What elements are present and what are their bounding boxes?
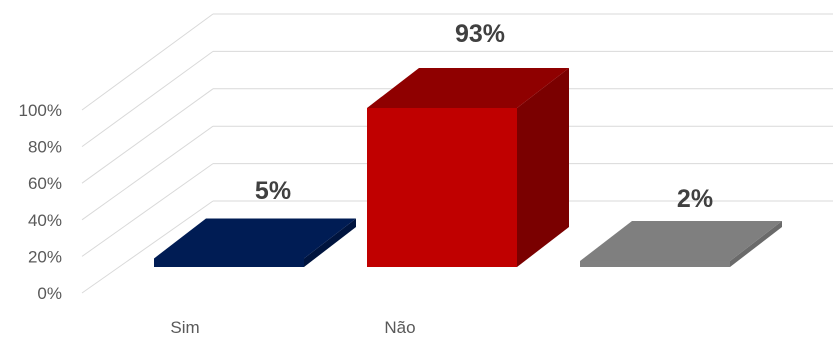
y-axis: 0% 20% 40% 60% 80% 100%	[19, 101, 62, 303]
bar-top	[580, 221, 782, 261]
y-tick-label: 0%	[37, 284, 62, 303]
bar-front	[154, 258, 304, 267]
y-tick-label: 20%	[28, 247, 62, 266]
x-axis: Sim Não	[170, 318, 415, 337]
y-tick-label: 60%	[28, 174, 62, 193]
bar-top	[154, 218, 356, 259]
gridline-4	[81, 50, 833, 148]
gridline-diagonal	[81, 200, 214, 294]
data-label: 5%	[255, 177, 291, 205]
bar-front	[580, 261, 730, 267]
bars	[154, 67, 782, 267]
gridline-diagonal	[81, 125, 214, 221]
bar-series-2	[580, 221, 782, 267]
data-labels: 5% 93% 2%	[255, 20, 713, 213]
bar-top	[367, 67, 569, 108]
gridline-diagonal	[81, 50, 214, 148]
y-tick-label: 80%	[28, 138, 62, 157]
gridline-diagonal	[81, 88, 214, 184]
data-label: 2%	[677, 185, 713, 213]
gridline-5	[81, 13, 833, 111]
x-tick-label: Sim	[170, 318, 199, 337]
bar-side	[730, 221, 782, 267]
bar-Não	[367, 67, 569, 267]
y-tick-label: 100%	[19, 101, 62, 120]
bar-side	[304, 218, 356, 267]
gridline-diagonal	[81, 163, 214, 257]
bar-side	[517, 67, 569, 267]
x-tick-label: Não	[384, 318, 415, 337]
bar-front	[367, 107, 517, 267]
data-label: 93%	[455, 20, 505, 48]
bar-Sim	[154, 218, 356, 267]
y-tick-label: 40%	[28, 211, 62, 230]
gridline-diagonal	[81, 13, 214, 111]
